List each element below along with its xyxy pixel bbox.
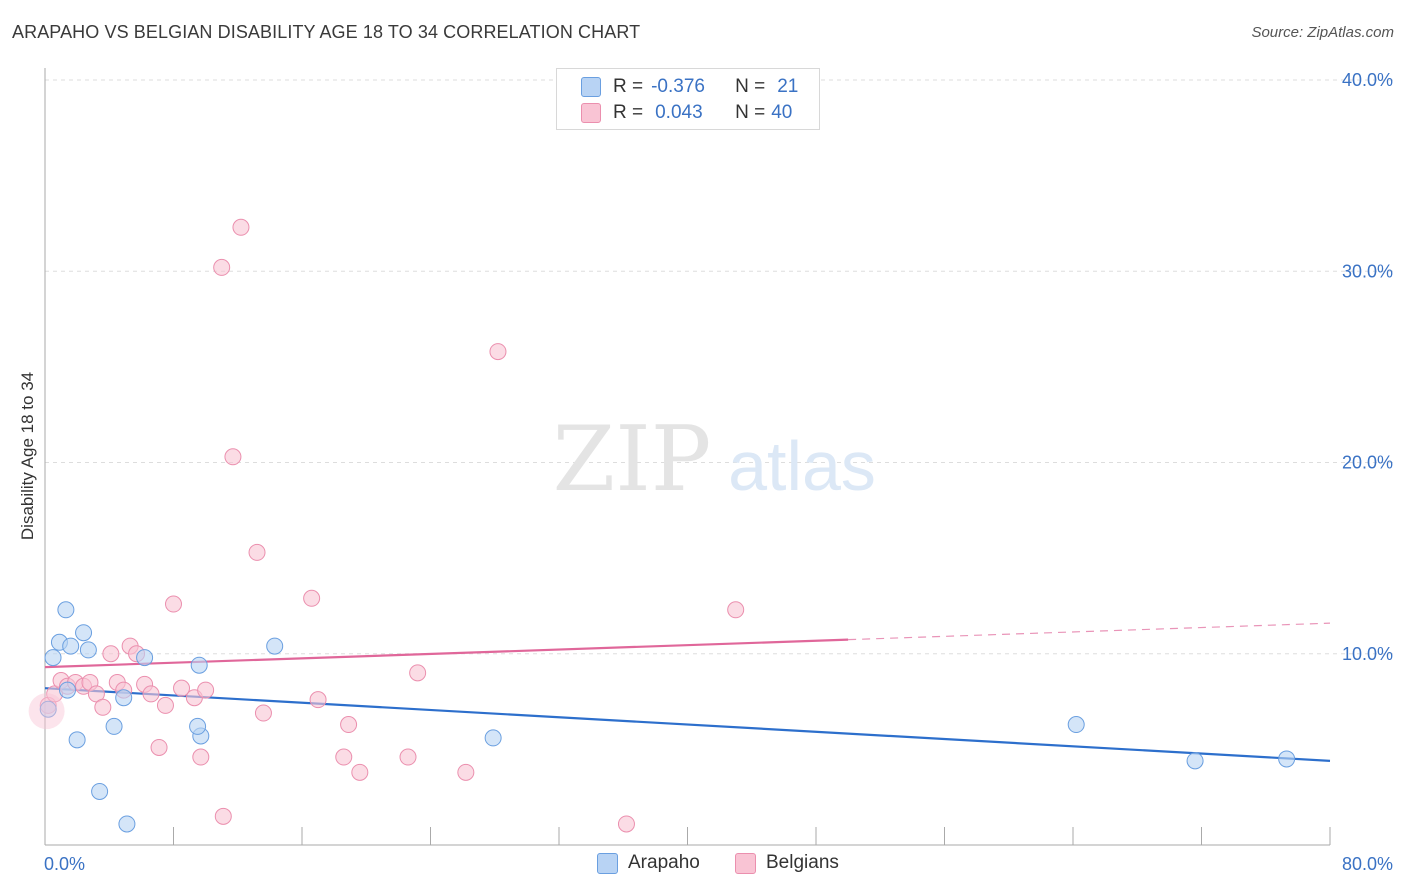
legend-row-arapaho: R = -0.376 N = 21 [581,75,798,99]
correlation-legend: R = -0.376 N = 21 R = 0.043 N = 40 [556,68,820,130]
belgians-point [94,698,112,716]
arapaho-legend-swatch [597,852,618,874]
belgians-point [156,696,174,714]
arapaho-r-value: -0.376 [651,76,705,97]
belgians-point [309,691,327,709]
belgians-point [489,343,507,361]
belgians-point [254,704,272,722]
belgians-point [165,595,182,613]
x-tick-label-max: 80.0% [1342,854,1393,874]
belgians-point [224,448,242,466]
gridlines [45,79,1395,655]
belgians-n-label: N = [735,102,766,123]
y-tick-label: 20.0% [1342,453,1393,473]
belgians-point [351,763,369,781]
belgians-point [192,748,210,766]
arapaho-point [44,649,62,667]
belgians-swatch [581,103,601,123]
arapaho-n-value: 21 [777,76,799,97]
series-legend-belgians: Belgians [735,852,839,874]
belgians-legend-label: Belgians [766,852,839,873]
belgians-point-cluster [28,693,65,730]
chart-title: ARAPAHO VS BELGIAN DISABILITY AGE 18 TO … [12,22,641,42]
arapaho-point [190,656,208,674]
belgians-point [727,601,745,619]
arapaho-point [75,624,93,642]
belgians-point [409,664,427,682]
series-legend: Arapaho Belgians [0,852,1406,878]
belgians-point [340,716,358,734]
y-tick-label: 10.0% [1342,644,1393,664]
arapaho-point [115,689,133,707]
watermark-zip: ZIP [553,407,712,512]
belgians-point [617,815,635,833]
arapaho-trend-line [44,687,1331,762]
belgians-point [102,645,120,663]
arapaho-point [1186,752,1204,770]
arapaho-point [79,641,97,659]
belgians-legend-swatch [735,852,756,874]
belgians-point [213,258,231,276]
x-tick-labels: 0.0% 80.0% [44,854,1393,874]
arapaho-point [105,717,123,735]
belgians-r-value: 0.043 [655,102,703,123]
belgians-r-label: R = [613,102,644,123]
legend-row-belgians: R = 0.043 N = 40 [581,101,792,125]
belgians-point [150,738,168,756]
y-tick-label: 30.0% [1342,261,1393,281]
arapaho-point [266,637,284,655]
belgians-point [214,807,232,825]
arapaho-r-label: R = [613,76,644,97]
belgians-trend-line [44,638,849,669]
belgians-point [335,748,353,766]
arapaho-swatch [581,77,601,97]
belgians-point [197,681,215,699]
arapaho-point [484,729,502,747]
belgians-point [457,763,475,781]
belgians-point [248,543,266,561]
arapaho-point [91,782,109,800]
source-credit: Source: ZipAtlas.com [1251,24,1394,41]
belgians-trend-extension [848,622,1331,641]
arapaho-point [118,815,136,833]
arapaho-point [57,601,75,619]
x-tick-label-min: 0.0% [44,854,85,874]
arapaho-point [68,731,86,749]
belgians-point [303,589,321,607]
arapaho-n-label: N = [735,76,766,97]
arapaho-point [1067,716,1085,734]
belgians-point [399,748,417,766]
arapaho-legend-label: Arapaho [628,852,700,873]
arapaho-point [62,637,80,655]
arapaho-point [1278,750,1296,768]
y-tick-labels: 10.0% 20.0% 30.0% 40.0% [1342,70,1393,664]
y-tick-label: 40.0% [1342,70,1393,90]
series-legend-arapaho: Arapaho [597,852,700,874]
arapaho-point [58,681,76,699]
belgians-n-value: 40 [771,102,793,123]
arapaho-point [189,717,207,735]
belgians-point [232,218,250,236]
watermark-atlas: atlas [728,427,876,505]
belgians-point [142,685,160,703]
arapaho-point [39,700,57,718]
arapaho-point [136,649,154,667]
watermark: ZIP atlas [553,407,876,512]
trend-lines [44,622,1331,762]
belgians-point [173,679,191,697]
points [28,218,1296,833]
